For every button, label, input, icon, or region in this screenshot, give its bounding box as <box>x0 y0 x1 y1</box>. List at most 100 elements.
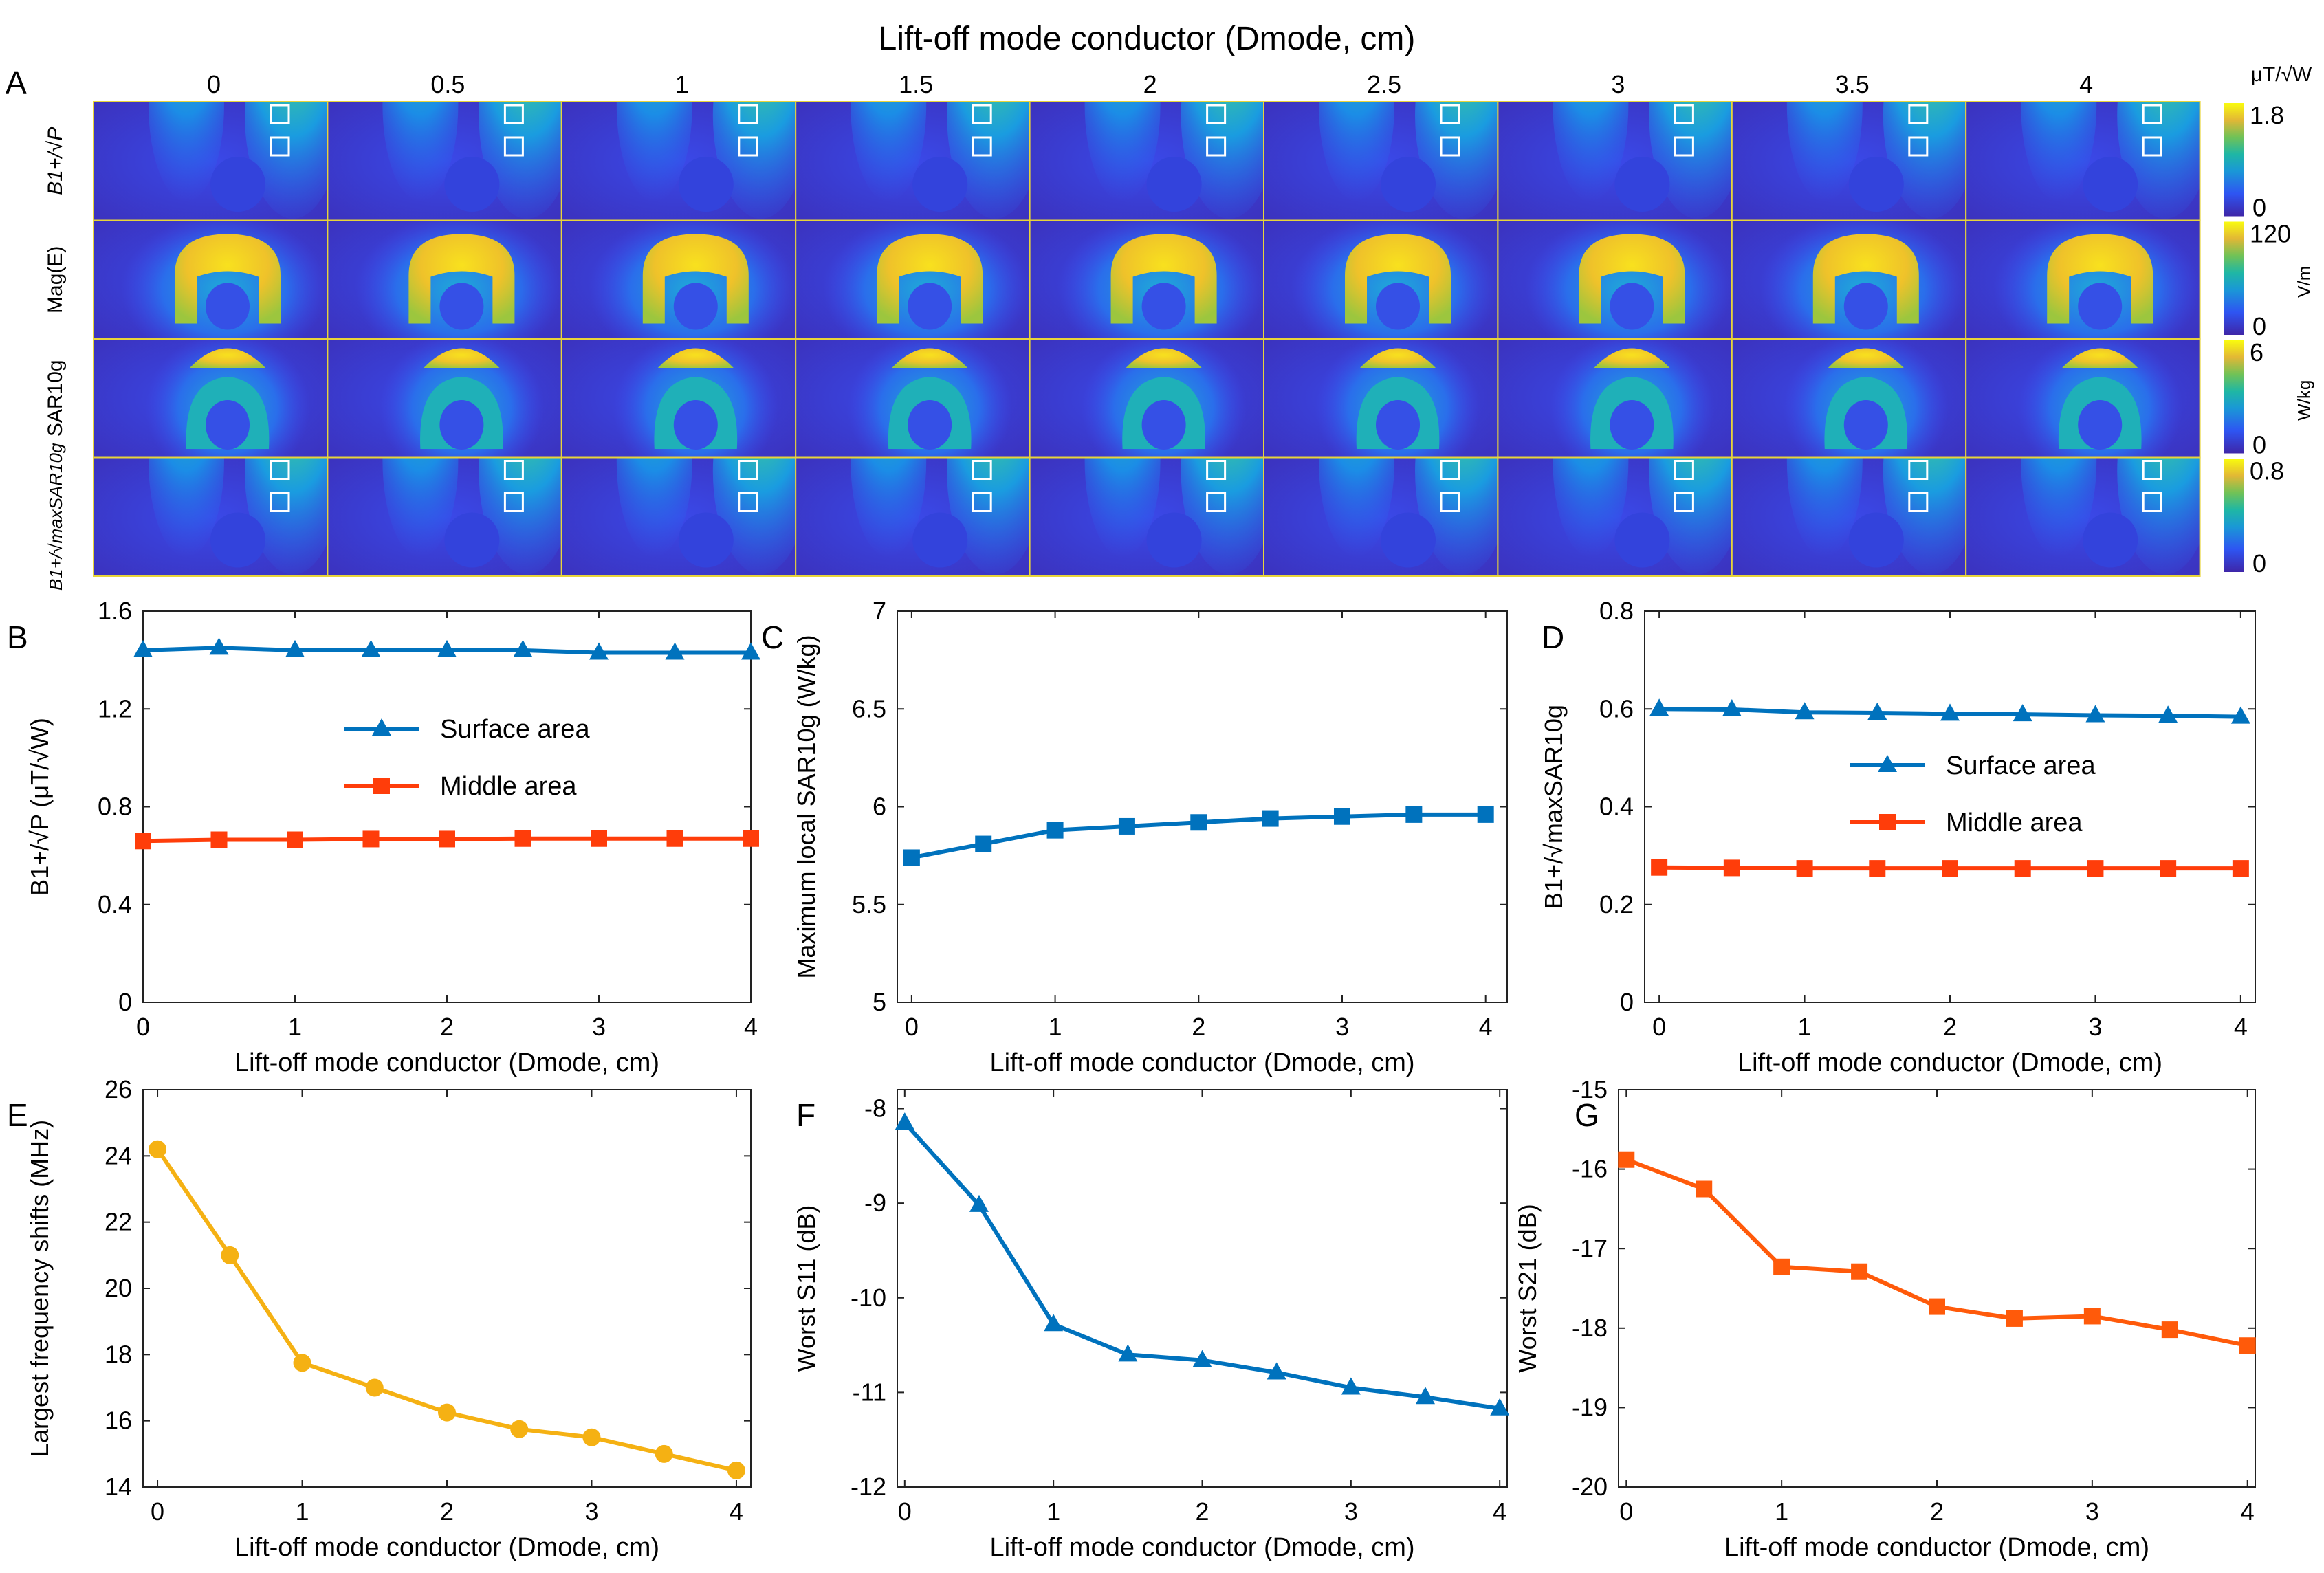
y-tick-label: 20 <box>105 1274 132 1302</box>
data-point <box>372 718 391 736</box>
column-label: 0.5 <box>430 70 465 98</box>
center-low <box>673 400 718 450</box>
surface-roi-box <box>1206 104 1227 124</box>
data-point <box>1851 1263 1868 1280</box>
data-point <box>221 1246 239 1264</box>
data-point <box>1190 814 1207 831</box>
x-tick-label: 3 <box>2088 1013 2102 1041</box>
x-axis-label: Lift-off mode conductor (Dmode, cm) <box>234 1048 659 1077</box>
x-tick-label: 1 <box>288 1013 302 1041</box>
hotspot-left <box>2021 102 2097 201</box>
data-point <box>1333 808 1350 825</box>
data-point <box>1044 1314 1064 1332</box>
data-point <box>591 830 607 847</box>
surface-roi-box <box>738 460 758 480</box>
data-point <box>2160 860 2177 877</box>
y-tick-label: 0.4 <box>1599 793 1634 821</box>
x-tick-label: 0 <box>898 1497 912 1526</box>
y-tick-label: -20 <box>1572 1473 1608 1501</box>
field-map-cell <box>1965 338 2201 459</box>
y-tick-label: 24 <box>105 1141 132 1169</box>
cold-spot <box>678 157 734 212</box>
field-map-cell <box>93 219 329 340</box>
center-low <box>1141 400 1186 450</box>
row-label: SAR10g <box>44 360 67 437</box>
center-low <box>908 283 952 330</box>
hotspot-left <box>1319 102 1394 201</box>
surface-roi-box <box>1206 460 1227 480</box>
hotspot-right <box>1181 457 1264 575</box>
column-label: 1.5 <box>899 70 933 98</box>
middle-roi-box <box>972 136 992 157</box>
data-point <box>2083 1308 2101 1325</box>
data-point <box>665 642 685 660</box>
panel-letter: E <box>7 1097 28 1133</box>
chart-panel-g: G 0 1 2 3 4 -20 -19 -18 -17 -16 -15 Lift-off mode co… <box>1513 1075 2256 1562</box>
data-point <box>1262 810 1279 827</box>
hotspot-left <box>2021 457 2097 558</box>
field-map-cell <box>1263 101 1499 221</box>
surface-roi-box <box>2142 460 2162 480</box>
data-point <box>589 642 609 660</box>
column-label: 2 <box>1143 70 1157 98</box>
colorbar-max-label: 6 <box>2250 338 2263 366</box>
e-field-hotspot <box>642 234 749 324</box>
middle-roi-box <box>972 492 992 512</box>
hotspot-left <box>616 457 692 558</box>
hotspot-left <box>851 457 927 558</box>
surface-roi-box <box>1674 460 1694 480</box>
x-tick-label: 2 <box>1930 1497 1944 1526</box>
sar-hotspot <box>424 348 500 368</box>
middle-roi-box <box>738 136 758 157</box>
sar-hotspot <box>892 348 968 368</box>
sar-hotspot <box>1360 348 1436 368</box>
x-tick-label: 1 <box>1798 1013 1812 1041</box>
row-label: B1+/√maxSAR10g <box>45 443 66 591</box>
field-map-cell <box>1965 101 2201 221</box>
x-tick-label: 0 <box>1652 1013 1666 1041</box>
column-label: 4 <box>2079 70 2093 98</box>
surface-roi-box <box>1440 460 1460 480</box>
data-point <box>1341 1377 1361 1395</box>
hotspot-right <box>712 102 796 219</box>
x-tick-label: 2 <box>1943 1013 1957 1041</box>
y-tick-label: -16 <box>1572 1155 1608 1183</box>
column-label: 1 <box>675 70 689 98</box>
data-point <box>210 831 228 848</box>
data-point <box>365 1378 384 1397</box>
y-tick-label: 1.2 <box>98 694 132 723</box>
hotspot-left <box>1553 102 1629 201</box>
surface-roi-box <box>1674 104 1694 124</box>
cold-spot <box>1146 512 1202 568</box>
data-point <box>287 831 303 848</box>
data-point <box>741 642 760 660</box>
x-tick-label: 4 <box>744 1013 758 1041</box>
middle-roi-box <box>270 492 290 512</box>
hotspot-right <box>1649 457 1732 575</box>
data-point <box>438 1403 456 1422</box>
x-tick-label: 3 <box>2085 1497 2099 1526</box>
cold-spot <box>1848 512 1904 568</box>
data-point <box>1490 1398 1510 1416</box>
center-low <box>1376 283 1420 330</box>
hotspot-left <box>616 102 692 201</box>
cold-spot <box>210 512 265 568</box>
surface-roi-box <box>1440 104 1460 124</box>
middle-roi-box <box>1908 136 1929 157</box>
x-tick-label: 1 <box>1049 1013 1062 1041</box>
surface-roi-box <box>972 104 992 124</box>
data-point <box>1869 860 1886 877</box>
colorbar-min-label: 0 <box>2252 312 2266 340</box>
plot-frame <box>1644 610 2256 1003</box>
center-low <box>439 400 484 450</box>
middle-roi-box <box>503 492 524 512</box>
data-point <box>285 639 305 657</box>
x-tick-label: 0 <box>905 1013 919 1041</box>
plot-frame <box>897 1089 1508 1488</box>
field-map-cell <box>1497 456 1733 577</box>
data-point <box>582 1428 601 1446</box>
cold-spot <box>2083 512 2138 568</box>
middle-roi-box <box>1674 492 1694 512</box>
data-point <box>2013 704 2032 722</box>
e-field-hotspot <box>1812 234 1919 324</box>
